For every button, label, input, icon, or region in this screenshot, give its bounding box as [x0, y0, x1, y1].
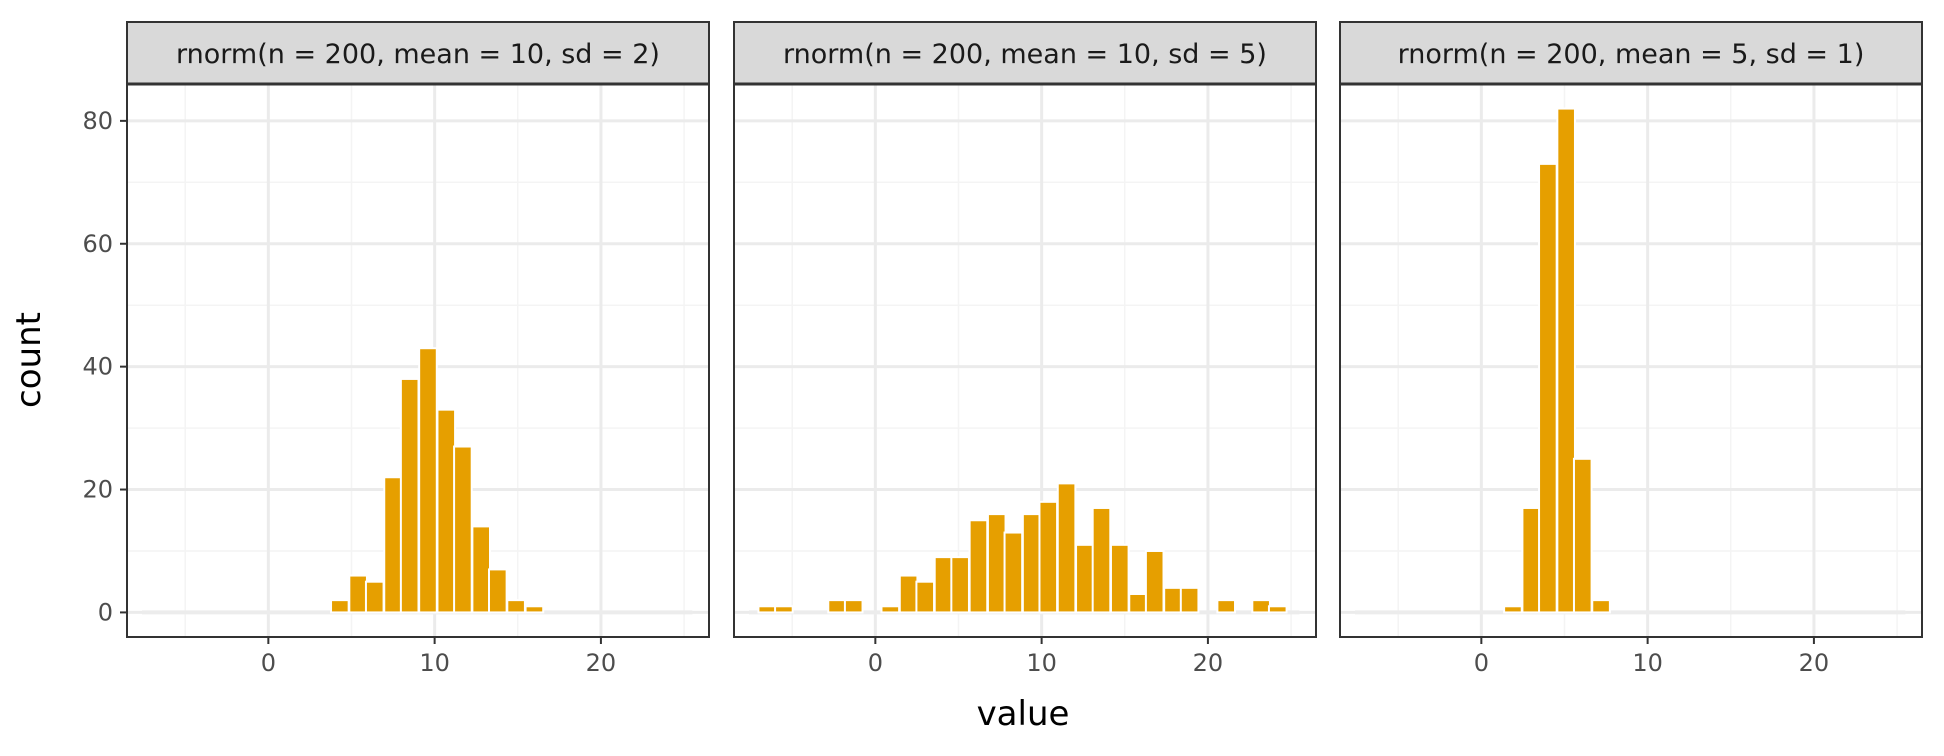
histogram-bar	[827, 599, 847, 614]
histogram-bar	[506, 599, 526, 614]
histogram-bar	[1521, 506, 1542, 614]
facet-panel-2: rnorm(n = 200, mean = 10, sd = 5) 0 10 20	[733, 21, 1317, 677]
facet-strip-label: rnorm(n = 200, mean = 5, sd = 1)	[1398, 39, 1865, 70]
facet-strip	[1339, 21, 1923, 85]
histogram-bar	[524, 605, 545, 614]
histogram-bar	[1216, 599, 1237, 614]
facet-panel-1: rnorm(n = 200, mean = 10, sd = 2) 0 10 20	[126, 21, 710, 677]
histogram-bar	[843, 599, 864, 614]
histogram-bar	[383, 476, 403, 614]
histogram-bar	[1267, 605, 1288, 614]
facet-strip	[733, 21, 1317, 85]
histogram-bar	[1572, 457, 1593, 614]
x-tick-label: 10	[1026, 649, 1057, 677]
x-tick-label: 0	[261, 649, 276, 677]
histogram-bar	[436, 408, 457, 614]
histogram-bar	[1538, 162, 1558, 614]
histogram-bar	[1179, 586, 1200, 614]
histogram-bar	[1556, 107, 1576, 614]
histogram-bar	[1109, 543, 1130, 614]
panel-background	[1340, 84, 1922, 637]
histogram-bar	[471, 525, 492, 614]
histogram-bar	[1144, 549, 1165, 614]
histogram-bar	[330, 599, 350, 614]
y-tick-label: 40	[82, 353, 113, 381]
y-axis-title: count	[9, 312, 49, 408]
histogram-bar	[898, 574, 919, 614]
facet-strip-label: rnorm(n = 200, mean = 10, sd = 2)	[176, 39, 660, 70]
x-tick-label: 20	[1799, 649, 1830, 677]
x-tick-label: 20	[1193, 649, 1224, 677]
histogram-bar	[1021, 513, 1042, 614]
y-tick-label: 20	[82, 476, 113, 504]
x-axis-title: value	[977, 694, 1070, 734]
histogram-bar	[968, 519, 989, 614]
y-tick-label: 80	[82, 107, 113, 135]
histogram-bar	[1503, 605, 1523, 614]
histogram-bar	[1038, 500, 1059, 614]
histogram-bar	[488, 568, 508, 614]
histogram-bar	[1056, 482, 1077, 614]
histogram-bar	[1163, 586, 1183, 614]
y-tick-label: 0	[98, 598, 113, 626]
x-tick-label: 10	[419, 649, 450, 677]
histogram-bar	[1591, 599, 1611, 614]
histogram-bar	[933, 556, 954, 614]
histogram-bar	[418, 347, 438, 614]
y-axis: 0 20 40 60 80	[82, 107, 127, 626]
histogram-bar	[950, 556, 970, 614]
histogram-bar	[774, 605, 794, 614]
histogram-bar	[1075, 543, 1095, 614]
histogram-bar	[348, 574, 368, 614]
histogram-bar	[1251, 599, 1271, 614]
histogram-bar	[880, 605, 901, 614]
x-tick-label: 0	[868, 649, 883, 677]
x-tick-label: 20	[586, 649, 617, 677]
histogram-bar	[1003, 531, 1024, 614]
histogram-bar	[757, 605, 778, 614]
histogram-bar	[364, 580, 385, 614]
facet-strip-label: rnorm(n = 200, mean = 10, sd = 5)	[783, 39, 1267, 70]
x-tick-label: 10	[1632, 649, 1663, 677]
facet-strip	[126, 21, 710, 85]
y-tick-label: 60	[82, 230, 113, 258]
histogram-bar	[453, 445, 473, 614]
histogram-bar	[1091, 506, 1112, 614]
panels-group: rnorm(n = 200, mean = 10, sd = 2)0 10 20rn…	[126, 21, 1923, 677]
histogram-bar	[1128, 592, 1148, 614]
histogram-bar	[399, 377, 420, 614]
facet-panel-3: rnorm(n = 200, mean = 5, sd = 1) 0 10 20	[1339, 21, 1923, 677]
histogram-bar	[986, 513, 1007, 614]
histogram-bar	[915, 580, 936, 614]
x-tick-label: 0	[1474, 649, 1489, 677]
